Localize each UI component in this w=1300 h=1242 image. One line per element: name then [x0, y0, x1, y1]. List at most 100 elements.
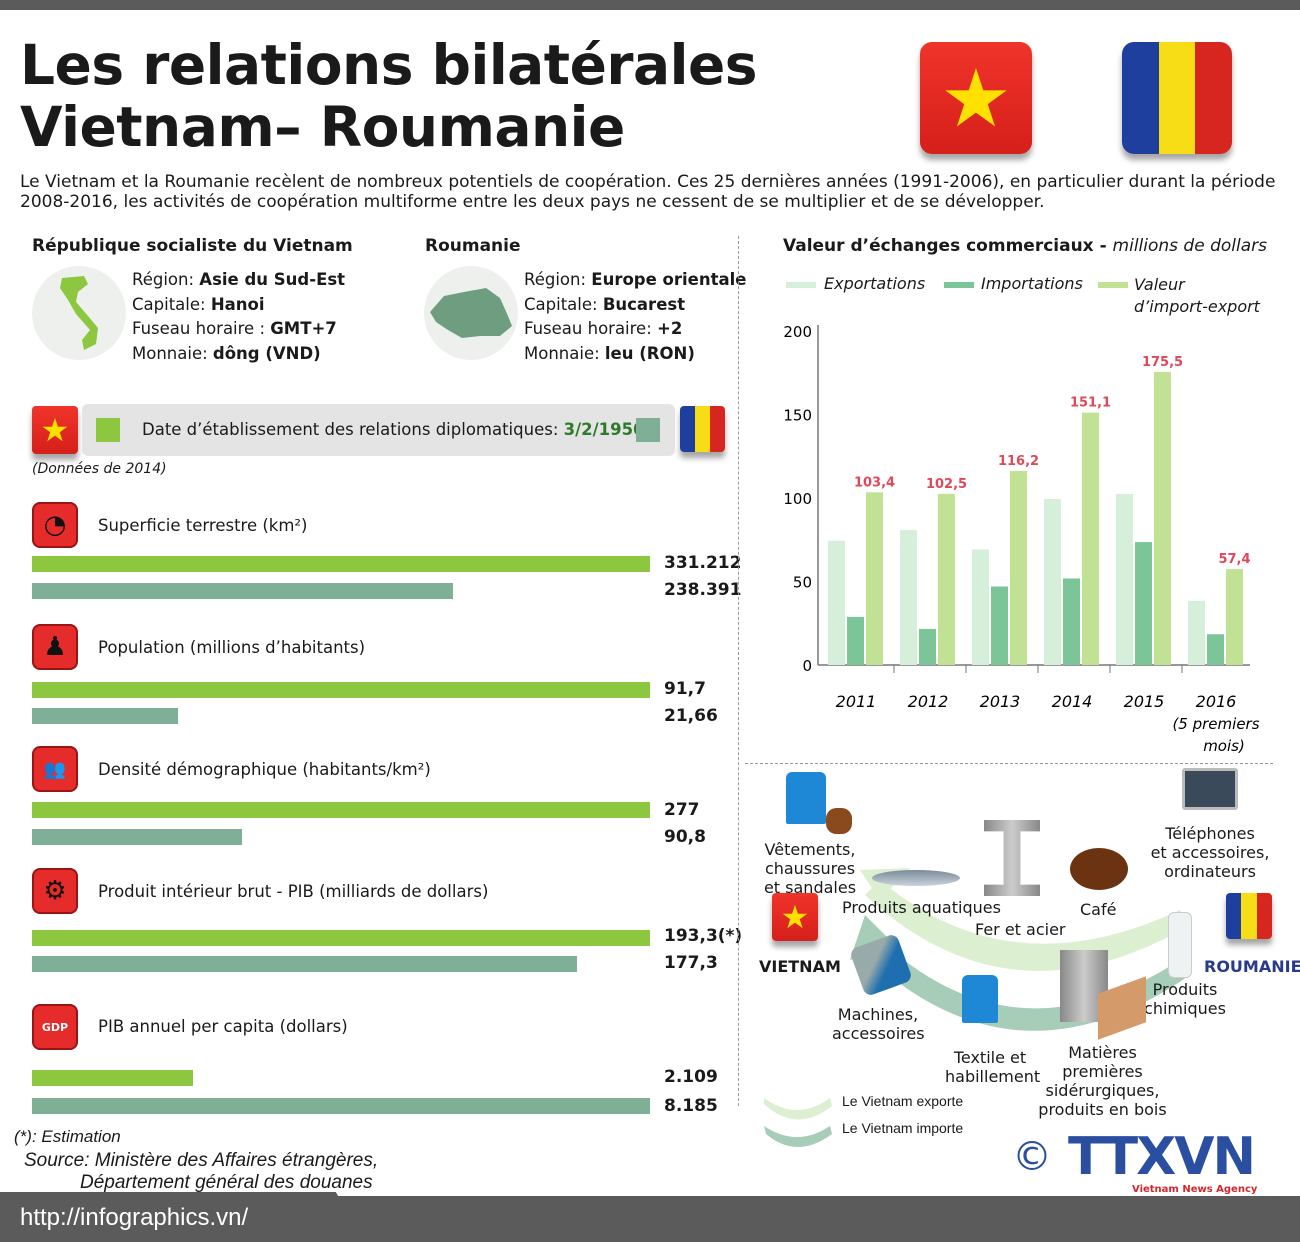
- chemical-bottle-icon: [1168, 912, 1192, 978]
- vietnam-info: Région: Asie du Sud-Est Capitale: Hanoi …: [132, 270, 346, 363]
- person-icon: ♟: [32, 624, 78, 670]
- data-label: 151,1: [1070, 396, 1111, 411]
- bar-importations-2015: [1135, 542, 1152, 665]
- value-ro-gdp: 177,3: [664, 953, 718, 973]
- horizontal-divider: [745, 763, 1273, 764]
- bar-importations-2011: [847, 616, 864, 665]
- pie-chart-icon: ◔: [32, 502, 78, 548]
- label-machines: Machines, accessoires: [832, 1005, 925, 1043]
- diplomatic-text: Date d’établissement des relations diplo…: [142, 420, 645, 439]
- x-tick-note-2: mois): [1203, 737, 1245, 755]
- value-ro-gdp-per-capita: 8.185: [664, 1096, 718, 1116]
- bar-vn-area: [32, 556, 650, 572]
- vietnam-diagram-flag-icon: ★: [772, 893, 818, 941]
- bar-exportations-2012: [900, 530, 917, 665]
- label-steel: Fer et acier: [975, 920, 1066, 939]
- bar-ro-density: [32, 829, 242, 845]
- x-tick-label: 2014: [1052, 692, 1093, 711]
- stat-title-gdp-per-capita: PIB annuel per capita (dollars): [98, 1017, 348, 1036]
- fish-icon: [872, 870, 960, 886]
- diplomatic-date-bar: [82, 404, 675, 456]
- intro-text: Le Vietnam et la Roumanie recèlent de no…: [20, 172, 1276, 212]
- bar-exportations-2013: [972, 549, 989, 665]
- y-tick-label: 200: [783, 323, 812, 341]
- stat-title-population: Population (millions d’habitants): [98, 638, 366, 657]
- vietnam-small-flag-icon: ★: [32, 406, 78, 454]
- bar-ro-area: [32, 583, 453, 599]
- x-tick-note-1: (5 premiers: [1172, 715, 1259, 733]
- x-tick-label: 2012: [908, 692, 949, 711]
- romania-info: Région: Europe orientale Capitale: Bucar…: [524, 270, 747, 363]
- copyright-icon: ©: [1012, 1134, 1052, 1180]
- trade-bar-chart: 0 50 100 150 200 103,4 2011 102,5 2012 116,2 2013 1…: [783, 323, 1259, 755]
- data-label: 103,4: [854, 475, 895, 490]
- page-title: Les relations bilatérales Vietnam– Rouman…: [20, 34, 758, 158]
- label-chemicals: Produits chimiques: [1144, 980, 1226, 1018]
- bar-valeur-d-import-export-2015: [1154, 371, 1171, 665]
- romania-small-flag-icon: [680, 406, 725, 452]
- people-icon: 👥: [32, 746, 78, 792]
- bar-vn-population: [32, 682, 650, 698]
- computer-icon: [1182, 768, 1238, 810]
- romania-legend-swatch: [636, 418, 660, 442]
- shirt-icon: [786, 772, 826, 824]
- chart-title: Valeur d’échanges commerciaux - millions…: [783, 236, 1267, 256]
- label-textile: Textile et habillement: [945, 1048, 1041, 1086]
- data-year-note: (Données de 2014): [32, 461, 167, 477]
- x-tick-label: 2016: [1196, 692, 1237, 711]
- value-vn-area: 331.212: [664, 553, 742, 573]
- romania-map-icon: [424, 266, 518, 360]
- vietnam-legend-swatch: [96, 418, 120, 442]
- bar-ro-gdp-per-capita: [32, 1098, 650, 1114]
- textile-shirt-icon: [962, 975, 998, 1023]
- x-tick-label: 2013: [980, 692, 1021, 711]
- website-link[interactable]: http://infographics.vn/: [20, 1204, 249, 1231]
- legend-swatch-exports: [786, 282, 816, 288]
- label-materials: Matières premières sidérurgiques, produits…: [1038, 1043, 1167, 1119]
- label-clothing: Vêtements, chaussures et sandales: [763, 840, 857, 897]
- legend-exports: Exportations: [824, 274, 926, 293]
- bar-vn-gdp-per-capita: [32, 1070, 193, 1086]
- legend-swatch-imports: [944, 282, 974, 288]
- bar-importations-2012: [919, 628, 936, 665]
- bar-exportations-2015: [1116, 493, 1133, 665]
- source-line-2: Département général des douanes: [80, 1172, 373, 1193]
- top-bar: [0, 0, 1300, 10]
- bar-exportations-2014: [1044, 499, 1061, 665]
- bar-valeur-d-import-export-2011: [866, 492, 883, 665]
- value-vn-gdp: 193,3(*): [664, 926, 743, 946]
- romania-diagram-flag-icon: [1226, 893, 1272, 939]
- bar-valeur-d-import-export-2014: [1082, 412, 1099, 665]
- y-tick-label: 150: [783, 407, 812, 425]
- value-ro-area: 238.391: [664, 580, 742, 600]
- x-tick-label: 2011: [836, 692, 877, 711]
- estimation-note: (*): Estimation: [14, 1127, 121, 1146]
- legend-arrows: [764, 1098, 832, 1147]
- gdp-icon: GDP: [32, 1004, 78, 1050]
- value-vn-gdp-per-capita: 2.109: [664, 1067, 718, 1087]
- shoes-icon: [826, 808, 852, 834]
- label-romania: ROUMANIE: [1204, 957, 1300, 976]
- value-vn-density: 277: [664, 800, 700, 820]
- romania-flag-icon: [1122, 42, 1232, 154]
- data-label: 57,4: [1218, 552, 1250, 567]
- footer-tab: [0, 1192, 365, 1242]
- bar-valeur-d-import-export-2013: [1010, 470, 1027, 665]
- vietnam-map-icon: [32, 266, 126, 360]
- bar-importations-2013: [991, 586, 1008, 665]
- data-label: 116,2: [998, 454, 1039, 469]
- logo-subtitle: Vietnam News Agency: [1132, 1184, 1258, 1195]
- source-line-1: Source: Ministère des Affaires étrangère…: [24, 1150, 379, 1171]
- label-phones: Téléphones et accessoires, ordinateurs: [1150, 824, 1270, 881]
- bar-exportations-2011: [828, 540, 845, 665]
- vietnam-flag-icon: ★: [920, 42, 1032, 154]
- data-label: 175,5: [1142, 355, 1183, 370]
- legend-imports: Importations: [981, 274, 1083, 293]
- legend-vietnam-imports: Le Vietnam importe: [842, 1120, 964, 1136]
- value-ro-density: 90,8: [664, 827, 706, 847]
- x-tick-label: 2015: [1124, 692, 1165, 711]
- value-ro-population: 21,66: [664, 706, 718, 726]
- bar-ro-population: [32, 708, 178, 724]
- bar-valeur-d-import-export-2012: [938, 493, 955, 665]
- export-arrow: [865, 880, 1190, 971]
